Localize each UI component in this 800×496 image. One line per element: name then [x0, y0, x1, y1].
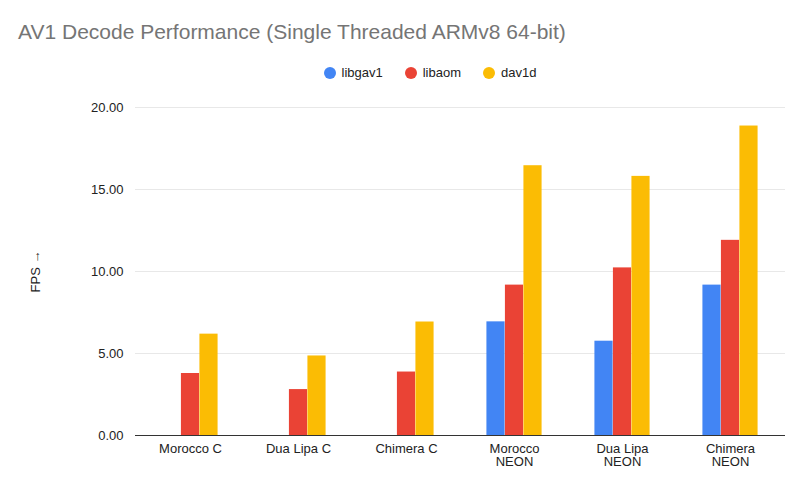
svg-text:Chimera C: Chimera C [375, 441, 437, 456]
svg-text:MoroccoNEON: MoroccoNEON [490, 441, 540, 469]
svg-text:10.00: 10.00 [91, 264, 124, 279]
svg-text:Morocco C: Morocco C [159, 441, 222, 456]
svg-text:FPS →: FPS → [28, 251, 43, 293]
svg-text:5.00: 5.00 [98, 346, 123, 361]
html-text:libaom: libaom [422, 65, 461, 80]
svg-text:Dua Lipa C: Dua Lipa C [266, 441, 331, 456]
svg-text:20.00: 20.00 [91, 100, 124, 115]
html-text:dav1d: dav1d [501, 65, 537, 80]
html-text:AV1 Decode Performance (Single: AV1 Decode Performance (Single Threaded … [18, 20, 566, 43]
svg-text:Dua LipaNEON: Dua LipaNEON [596, 441, 649, 469]
html-text:libgav1: libgav1 [341, 65, 383, 80]
svg-text:15.00: 15.00 [91, 182, 124, 197]
svg-text:ChimeraNEON: ChimeraNEON [706, 441, 756, 469]
svg-text:0.00: 0.00 [98, 428, 123, 443]
